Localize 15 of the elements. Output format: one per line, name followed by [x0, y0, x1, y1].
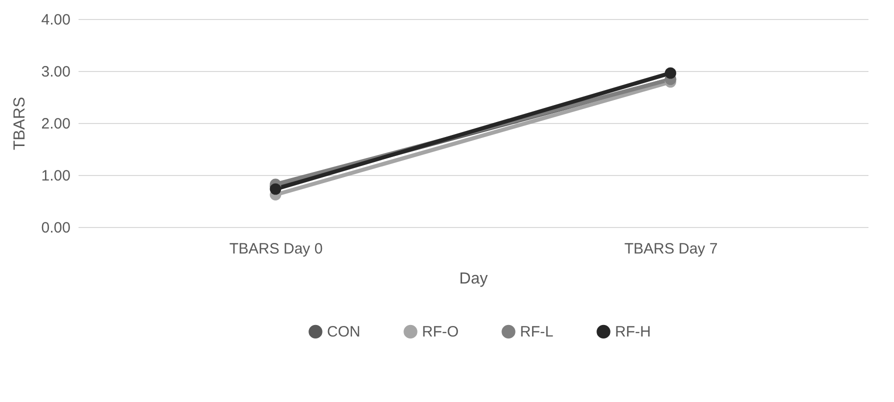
- y-tick-label: 1.00: [41, 168, 70, 184]
- x-axis-title: Day: [459, 270, 488, 288]
- point: [270, 183, 282, 195]
- x-tick-label: TBARS Day 0: [229, 240, 323, 258]
- legend-label: RF-H: [615, 324, 651, 341]
- legend-label: CON: [327, 324, 360, 341]
- y-tick-label: 4.00: [41, 12, 70, 28]
- y-tick-label: 0.00: [41, 220, 70, 236]
- y-tick-label: 3.00: [41, 64, 70, 80]
- x-tick-label: TBARS Day 7: [624, 240, 718, 258]
- y-axis-title: TBARS: [11, 96, 28, 150]
- y-tick-label: 2.00: [41, 116, 70, 132]
- point: [664, 67, 676, 79]
- legend-label: RF-O: [422, 324, 459, 341]
- legend-label: RF-L: [520, 324, 554, 341]
